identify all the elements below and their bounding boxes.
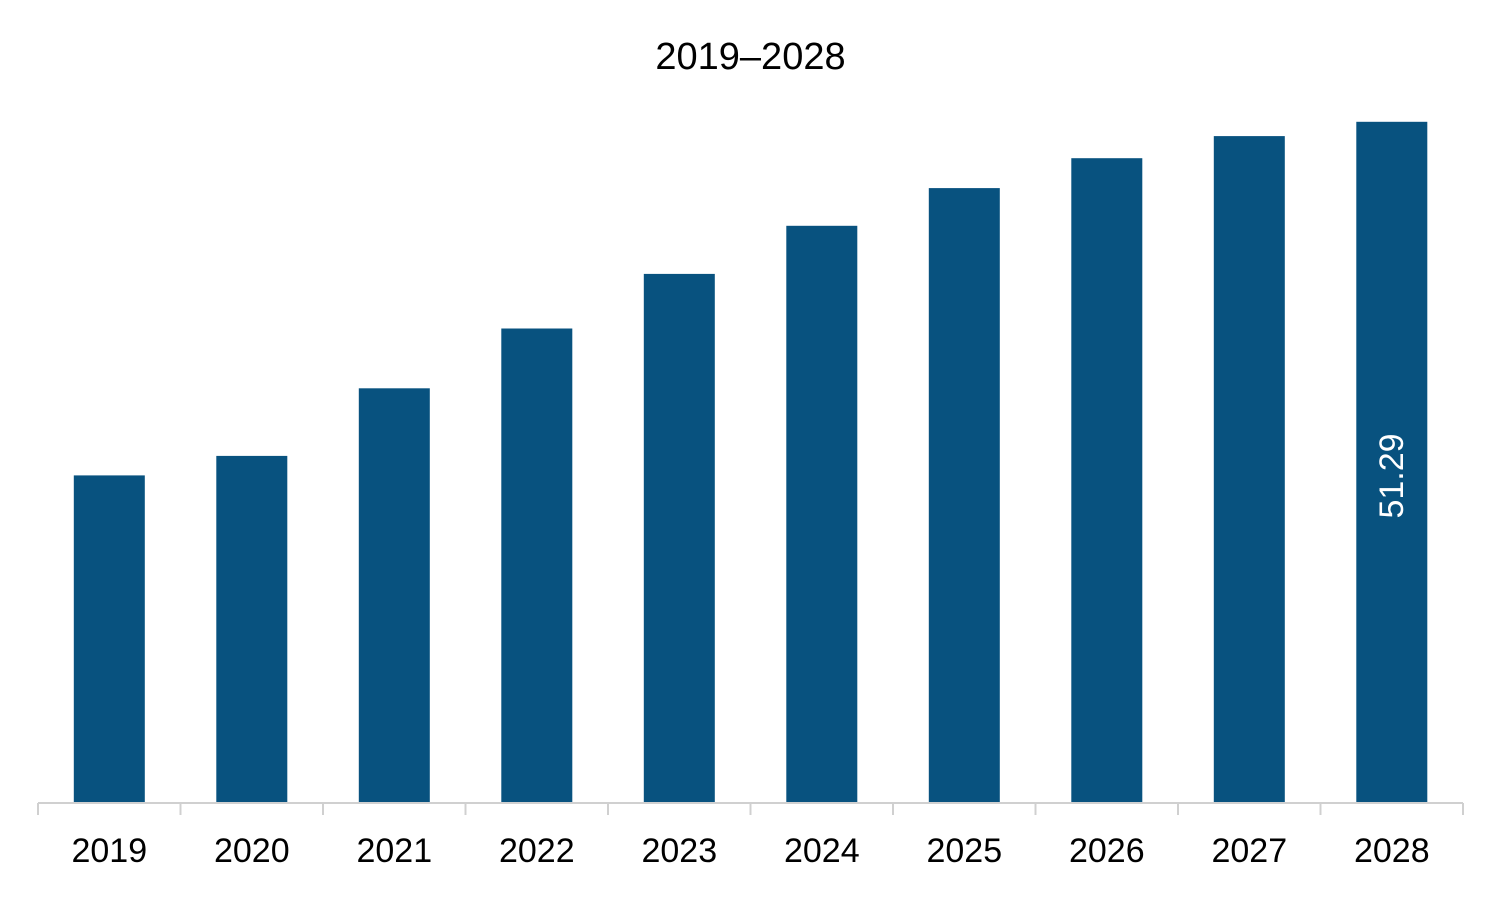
x-tick-label-2026: 2026: [1069, 832, 1145, 870]
bars-layer: [73, 121, 1428, 804]
bar-2027: [1213, 136, 1285, 804]
bar-2028: [1356, 121, 1428, 804]
bar-2024: [786, 225, 858, 804]
bar-2019: [73, 475, 145, 803]
x-tick-label-2027: 2027: [1211, 832, 1287, 870]
x-tick-label-2022: 2022: [499, 832, 575, 870]
x-tick-label-2028: 2028: [1354, 832, 1430, 870]
bar-2025: [928, 188, 1000, 804]
data-label-2028: 51.29: [1373, 433, 1411, 518]
chart-title: 2019–2028: [655, 36, 846, 78]
x-tick-label-2020: 2020: [214, 832, 290, 870]
x-tick-label-2023: 2023: [641, 832, 717, 870]
x-tick-label-2019: 2019: [71, 832, 147, 870]
bar-2020: [216, 455, 288, 803]
bar-2022: [501, 328, 573, 803]
x-tick-label-2024: 2024: [784, 832, 860, 870]
x-tick-label-2021: 2021: [356, 832, 432, 870]
x-tick-label-2025: 2025: [926, 832, 1002, 870]
x-axis: [37, 802, 1464, 815]
bar-2023: [643, 273, 715, 803]
bar-2021: [358, 388, 430, 803]
bar-2026: [1071, 158, 1143, 803]
labels-layer: 2019 2020 2021 2022 2023 2024 2025 2026 2027 2028…: [71, 433, 1429, 870]
